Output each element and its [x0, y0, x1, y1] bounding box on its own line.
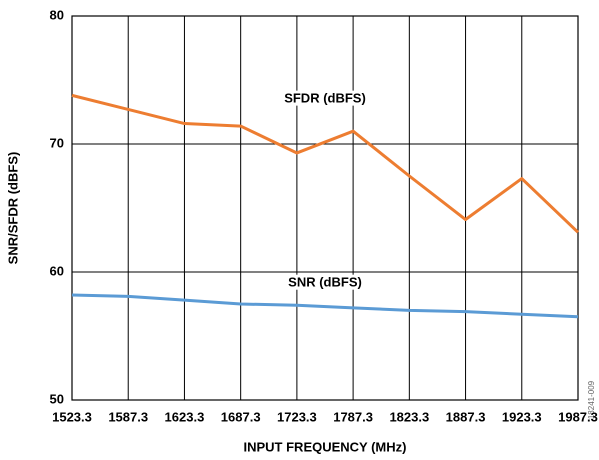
y-tick-label: 60	[50, 263, 64, 278]
y-tick-label: 70	[50, 135, 64, 150]
x-axis-label: INPUT FREQUENCY (MHz)	[244, 439, 407, 454]
figure-code: 18241-009	[587, 380, 596, 419]
series-label: SNR (dBFS)	[288, 275, 362, 290]
x-tick-label: 1787.3	[333, 409, 373, 424]
x-tick-label: 1823.3	[389, 409, 429, 424]
plot-frame	[71, 15, 579, 401]
y-tick-label: 80	[50, 7, 64, 22]
series-label: SFDR (dBFS)	[284, 91, 366, 106]
series-label-bg	[286, 274, 364, 290]
series-line	[71, 93, 580, 234]
x-tick-label: 1723.3	[277, 409, 317, 424]
series-label-bg	[282, 90, 368, 106]
x-tick-label: 1987.3	[558, 409, 598, 424]
x-tick-label: 1623.3	[165, 409, 205, 424]
x-tick-label: 1523.3	[52, 409, 92, 424]
y-axis-label: SNR/SFDR (dBFS)	[5, 152, 20, 265]
series-line	[71, 293, 579, 319]
x-tick-label: 1923.3	[502, 409, 542, 424]
x-tick-label: 1687.3	[221, 409, 261, 424]
y-tick-label: 50	[50, 391, 64, 406]
x-tick-label: 1887.3	[446, 409, 486, 424]
x-tick-label: 1587.3	[108, 409, 148, 424]
